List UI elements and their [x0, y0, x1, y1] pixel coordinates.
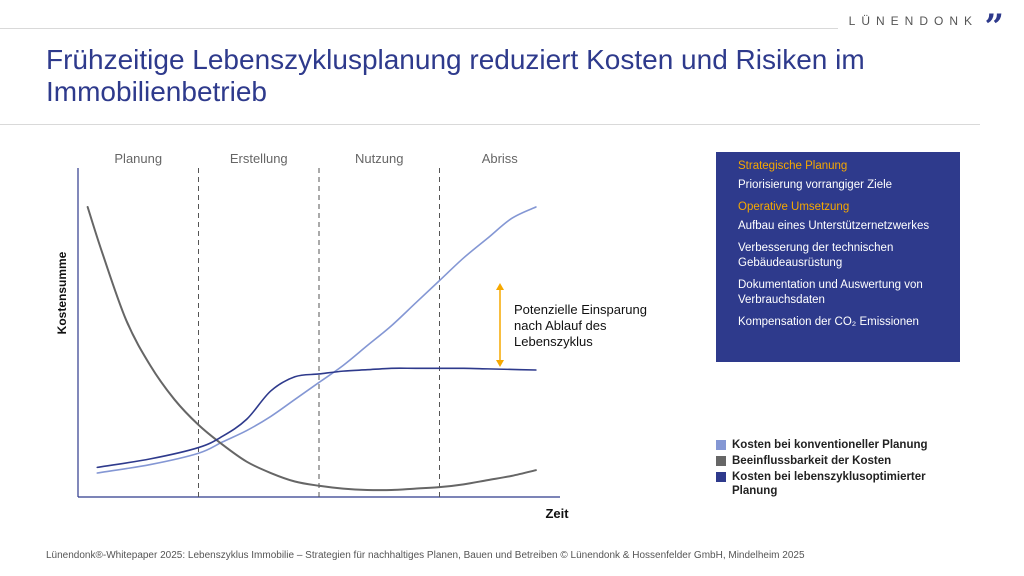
savings-arrow-head-up — [496, 283, 504, 290]
measures-box: Strategische Planung Priorisierung vorra… — [716, 152, 960, 362]
phase-label: Erstellung — [230, 151, 288, 166]
chart-legend: Kosten bei konventioneller Planung Beein… — [716, 438, 942, 500]
footer-source: Lünendonk®-Whitepaper 2025: Lebenszyklus… — [46, 550, 805, 561]
series-line — [96, 367, 537, 469]
annotation-line: Potenzielle Einsparung — [514, 302, 647, 317]
legend-swatch — [716, 440, 726, 450]
brand-name: LÜNENDONK — [848, 14, 978, 28]
phase-label: Nutzung — [355, 151, 403, 166]
series-line — [86, 206, 537, 492]
phase-label: Abriss — [482, 151, 519, 166]
brand-quote-icon: ” — [984, 7, 1004, 47]
savings-arrow-head-down — [496, 360, 504, 367]
strategic-section: Strategische Planung Priorisierung vorra… — [738, 159, 950, 193]
annotation-line: Lebenszyklus — [514, 334, 593, 349]
operative-item: Verbesserung der technischen Gebäudeausr… — [738, 242, 894, 269]
strategic-item: Priorisierung vorrangiger Ziele — [738, 179, 893, 191]
savings-annotation: Potenzielle Einsparung nach Ablauf des Leb… — [514, 302, 647, 349]
title-divider — [0, 124, 980, 125]
operative-section: Operative Umsetzung Aufbau eines Unterst… — [738, 200, 950, 330]
strategic-heading: Strategische Planung — [738, 160, 848, 172]
operative-item: Aufbau eines Unterstützernetzwerkes — [738, 220, 930, 232]
top-divider — [0, 28, 838, 29]
legend-label: Kosten bei konventioneller Planung — [732, 439, 928, 451]
operative-item: Kompensation der CO₂ Emissionen — [738, 316, 919, 328]
legend-entry: Beeinflussbarkeit der Kosten — [716, 454, 942, 468]
page-title: Frühzeitige Lebenszyklusplanung reduzier… — [46, 44, 865, 107]
y-axis-label: Kostensumme — [55, 251, 69, 334]
legend-swatch — [716, 472, 726, 482]
operative-heading: Operative Umsetzung — [738, 201, 850, 213]
phase-label: Planung — [114, 151, 162, 166]
operative-item: Dokumentation und Auswertung von Verbrau… — [738, 279, 923, 306]
legend-entry: Kosten bei konventioneller Planung — [716, 438, 942, 452]
series-line — [96, 206, 537, 474]
legend-entry: Kosten bei lebenszyklusoptimierter Planu… — [716, 470, 942, 498]
legend-label: Kosten bei lebenszyklusoptimierter Planu… — [732, 471, 926, 497]
legend-swatch — [716, 456, 726, 466]
annotation-line: nach Ablauf des — [514, 318, 607, 333]
x-axis-label: Zeit — [545, 506, 569, 521]
legend-label: Beeinflussbarkeit der Kosten — [732, 455, 892, 467]
